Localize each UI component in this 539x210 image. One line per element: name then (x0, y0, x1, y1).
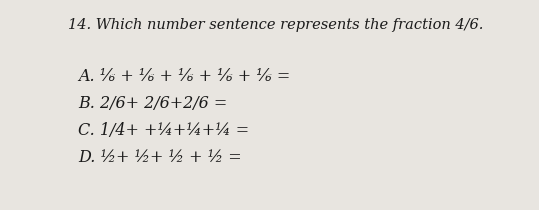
Text: A. ⅙ + ⅙ + ⅙ + ⅙ + ⅙ =: A. ⅙ + ⅙ + ⅙ + ⅙ + ⅙ = (78, 68, 290, 85)
Text: B. 2/6+ 2/6+2/6 =: B. 2/6+ 2/6+2/6 = (78, 95, 227, 112)
Text: 14. Which number sentence represents the fraction 4/6.: 14. Which number sentence represents the… (68, 18, 483, 32)
Text: D. ½+ ½+ ½ + ½ =: D. ½+ ½+ ½ + ½ = (78, 149, 241, 166)
Text: C. 1/4+ +¼+¼+¼ =: C. 1/4+ +¼+¼+¼ = (78, 122, 249, 139)
